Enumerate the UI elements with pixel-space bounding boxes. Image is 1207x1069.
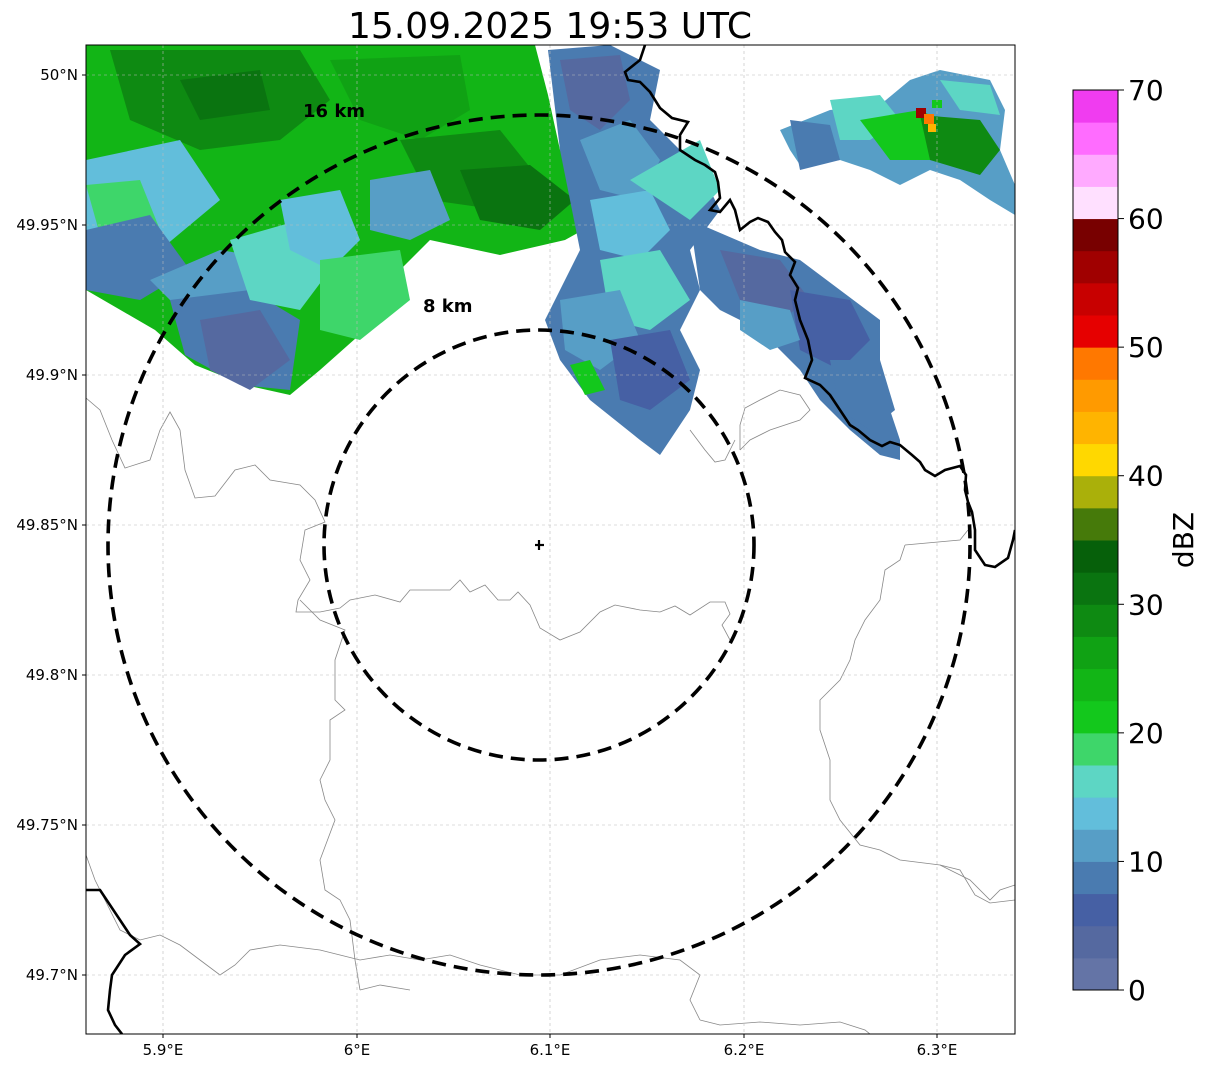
colorbar-bin (1073, 668, 1118, 702)
colorbar-tick-label: 0 (1128, 974, 1146, 1007)
range-ring-16km (106, 113, 972, 977)
colorbar-bins (1073, 90, 1118, 991)
colorbar-bin (1073, 443, 1118, 477)
colorbar-bin (1073, 765, 1118, 798)
colorbar-tick-label: 70 (1128, 74, 1164, 107)
x-tick-label: 5.9°E (143, 1041, 184, 1059)
colorbar-bin (1073, 315, 1118, 348)
range-rings (106, 113, 972, 977)
colorbar-bin (1073, 957, 1118, 991)
range-ring-label-16km: 16 km (303, 101, 365, 122)
colorbar-bin (1073, 797, 1118, 830)
colorbar-bin (1073, 732, 1118, 766)
colorbar-bin (1073, 90, 1118, 123)
colorbar-bin (1073, 700, 1118, 734)
colorbar-bin (1073, 861, 1118, 895)
x-axis: 5.9°E 6°E 6.1°E 6.2°E 6.3°E (143, 1034, 958, 1059)
colorbar-frame (1072, 89, 1119, 991)
colorbar-bin (1073, 379, 1118, 412)
colorbar-tick-label: 40 (1128, 460, 1164, 493)
y-tick-label: 49.9°N (26, 366, 78, 384)
y-tick-label: 49.85°N (16, 516, 78, 534)
y-tick-label: 49.95°N (16, 216, 78, 234)
colorbar-tick-label: 60 (1128, 203, 1164, 236)
y-tick-label: 49.7°N (26, 966, 78, 984)
radar-site-marker (535, 540, 544, 550)
colorbar-label: dBZ (1167, 512, 1200, 568)
range-ring-label-8km: 8 km (423, 296, 473, 317)
x-tick-label: 6°E (344, 1041, 371, 1059)
map-area: 16 km 8 km (86, 45, 1015, 1034)
colorbar-bin (1073, 218, 1118, 252)
admin-boundaries (86, 389, 1015, 1034)
colorbar-bin (1073, 250, 1118, 284)
national-borders (86, 45, 1015, 1034)
colorbar-bin (1073, 829, 1118, 862)
colorbar-bin (1073, 604, 1118, 637)
range-ring-8km (322, 328, 756, 762)
colorbar-bin (1073, 475, 1118, 509)
colorbar-bin (1073, 893, 1118, 927)
y-tick-label: 49.8°N (26, 666, 78, 684)
colorbar-bin (1073, 282, 1118, 316)
chart-title: 15.09.2025 19:53 UTC (348, 6, 752, 47)
colorbar-tick-label: 10 (1128, 845, 1164, 878)
colorbar: 0 10 20 30 40 50 60 70 dBZ (1072, 74, 1200, 1007)
colorbar-tick-label: 20 (1128, 717, 1164, 750)
colorbar-bin (1073, 572, 1118, 605)
y-tick-label: 50°N (40, 66, 78, 84)
colorbar-ticks: 0 10 20 30 40 50 60 70 (1118, 74, 1164, 1007)
colorbar-bin (1073, 636, 1118, 670)
colorbar-bin (1073, 925, 1118, 959)
x-tick-label: 6.1°E (530, 1041, 571, 1059)
colorbar-bin (1073, 122, 1118, 155)
colorbar-bin (1073, 411, 1118, 445)
y-tick-label: 49.75°N (16, 816, 78, 834)
x-tick-label: 6.2°E (724, 1041, 765, 1059)
colorbar-bin (1073, 186, 1118, 220)
colorbar-bin (1073, 347, 1118, 380)
colorbar-tick-label: 50 (1128, 331, 1164, 364)
colorbar-tick-label: 30 (1128, 588, 1164, 621)
colorbar-bin (1073, 154, 1118, 187)
y-axis: 50°N 49.95°N 49.9°N 49.85°N 49.8°N 49.75… (16, 66, 86, 984)
colorbar-bin (1073, 507, 1118, 541)
x-tick-label: 6.3°E (917, 1041, 958, 1059)
colorbar-bin (1073, 540, 1118, 573)
